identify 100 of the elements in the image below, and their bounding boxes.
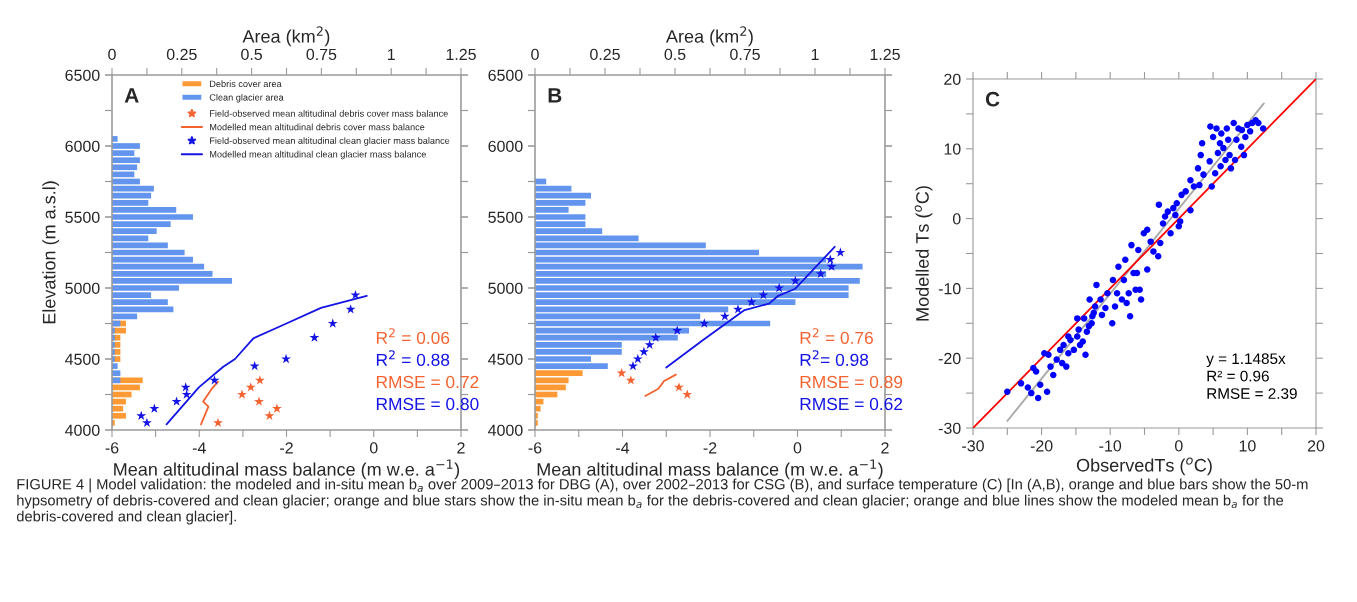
x-tick-label: -20: [1030, 440, 1053, 452]
x2-tick-label: 0.25: [166, 48, 197, 61]
y-tick-label: 5500: [488, 211, 523, 223]
point: [826, 261, 837, 271]
legend-label: Modelled mean altitudinal debris cover mass balance: [210, 123, 425, 131]
x2-tick-label: 1: [387, 48, 395, 60]
chart-title: C: [985, 91, 1000, 107]
x-axis-title: ObservedTs ($^{o}$C): [1076, 457, 1212, 476]
point: [254, 375, 265, 385]
y-tick-label: -10: [938, 283, 961, 295]
y-tick-label: 4500: [65, 353, 100, 365]
x-tick-label: 10: [1239, 440, 1256, 452]
y-tick-label: 4000: [488, 424, 523, 436]
y-tick-label: 20: [944, 73, 961, 85]
y-tick-label: 6500: [65, 69, 100, 81]
point: [674, 382, 684, 392]
y-tick-label: 6000: [488, 140, 523, 152]
point: [327, 318, 338, 328]
point: [209, 375, 220, 385]
x-tick-label: 0: [793, 442, 802, 454]
point: [149, 403, 160, 413]
point: [237, 389, 247, 399]
x-tick-label: -4: [616, 442, 630, 454]
y-axis-title: Modelled Ts ($^{o}$C): [914, 186, 933, 321]
annotation: RMSE = 0.62: [800, 397, 903, 411]
point: [136, 410, 147, 420]
point: [825, 254, 836, 264]
x2-axis-title: Area (km$^{2}$): [242, 26, 330, 47]
x-tick-label: -6: [528, 442, 542, 454]
annotation: R² = 0.96: [1207, 370, 1269, 382]
x2-tick-label: 0.5: [664, 48, 686, 61]
legend-label: Field-observed mean altitudinal clean glacier mass balance: [210, 137, 450, 146]
annotation: RMSE = 0.80: [376, 397, 479, 411]
annotation: R$^{2}$ = 0.06: [376, 328, 450, 344]
x2-tick-label: 0.75: [306, 48, 337, 61]
line-series: [644, 373, 677, 397]
annotation: R$^{2}$= 0.98: [800, 350, 869, 367]
x-tick-label: -30: [962, 440, 984, 452]
x-tick-label: 20: [1307, 440, 1325, 452]
point: [639, 346, 649, 357]
x-tick-label: -10: [1099, 440, 1122, 452]
point: [719, 311, 730, 321]
point: [142, 417, 152, 428]
x-tick-label: 2: [457, 442, 465, 454]
x2-tick-label: 0.5: [241, 48, 263, 61]
y-axis-title: Elevation (m a.s.l): [42, 181, 60, 324]
y-tick-label: 10: [944, 143, 961, 155]
y-tick-label: 5000: [65, 282, 100, 294]
y-tick-label: 6000: [65, 140, 100, 152]
point: [254, 396, 264, 406]
x2-tick-label: 1.25: [870, 48, 900, 61]
point: [180, 382, 191, 392]
x-tick-label: -2: [703, 442, 717, 454]
point: [264, 410, 275, 420]
point: [171, 396, 182, 406]
x2-tick-label: 0: [108, 48, 116, 61]
point: [245, 382, 256, 392]
chart-title: A: [124, 88, 139, 103]
point: [281, 353, 291, 364]
x2-tick-label: 0: [531, 48, 539, 61]
y-tick-label: 6500: [488, 69, 523, 81]
point: [774, 282, 785, 293]
x-tick-label: 0: [1174, 440, 1183, 452]
point: [682, 389, 693, 399]
annotation: y = 1.1485x: [1206, 353, 1286, 368]
point: [672, 325, 683, 335]
x2-tick-label: 0.75: [730, 48, 760, 61]
point: [790, 275, 801, 286]
legend-label: Field-observed mean altitudinal debris cover mass balance: [210, 110, 448, 117]
point: [815, 268, 826, 278]
y-tick-label: 4500: [488, 353, 523, 365]
y-tick-label: -30: [938, 422, 961, 434]
line-series: [165, 294, 368, 426]
point: [181, 389, 192, 399]
y-tick-label: 0: [952, 213, 961, 225]
legend-label: Modelled mean altitudinal clean glacier mass balance: [210, 150, 426, 160]
point: [746, 297, 757, 307]
point: [835, 247, 846, 257]
x-tick-label: -6: [105, 442, 119, 454]
x2-axis-title: Area (km$^{2}$): [665, 26, 753, 47]
point: [644, 339, 655, 349]
y-tick-label: 5500: [65, 211, 100, 223]
point: [213, 417, 223, 428]
y-tick-label: 4000: [65, 424, 100, 436]
point: [350, 289, 361, 300]
x-tick-label: -2: [280, 442, 293, 454]
y-tick-label: 5000: [488, 282, 523, 294]
annotation: R$^{2}$ = 0.88: [376, 350, 450, 367]
x-tick-label: 2: [881, 442, 889, 454]
x-tick-label: 0: [369, 442, 378, 454]
legend-label: Clean glacier area: [209, 93, 284, 103]
y-tick-label: -20: [938, 352, 961, 365]
point: [616, 368, 627, 378]
legend-label: Debris cover area: [210, 80, 282, 88]
annotation: RMSE = 2.39: [1207, 388, 1297, 399]
annotation: RMSE = 0.89: [800, 375, 903, 389]
point: [699, 318, 710, 328]
point: [632, 353, 643, 364]
x-tick-label: -4: [192, 442, 206, 454]
annotation: RMSE = 0.72: [376, 375, 479, 389]
